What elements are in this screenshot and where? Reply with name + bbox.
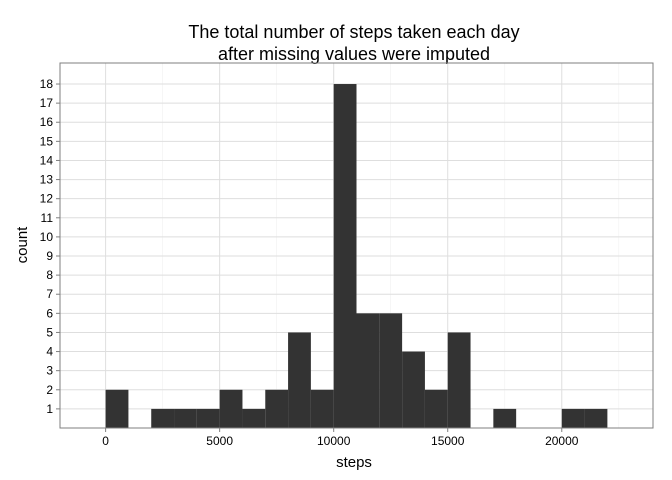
y-tick-label: 5 — [46, 325, 53, 339]
histogram-bar — [447, 332, 471, 428]
histogram-bar — [242, 408, 266, 428]
y-tick-label: 11 — [41, 211, 54, 225]
x-axis-ticks: 0 5000 10000 15000 20000 — [102, 428, 579, 448]
histogram-bar — [493, 408, 517, 428]
y-tick-label: 7 — [46, 287, 53, 301]
histogram-bars — [105, 84, 608, 429]
y-tick-label: 6 — [46, 306, 53, 320]
y-tick-label: 8 — [46, 268, 53, 282]
histogram-bar — [402, 351, 425, 428]
histogram-bar — [310, 389, 334, 428]
histogram-bar — [151, 408, 175, 428]
histogram-bar — [196, 408, 220, 428]
y-tick-label: 2 — [46, 383, 53, 397]
plot-panel-border — [59, 62, 654, 429]
x-tick-label: 15000 — [431, 434, 465, 448]
x-tick-label: 5000 — [206, 434, 233, 448]
y-tick-label: 18 — [40, 77, 54, 91]
y-tick-label: 3 — [46, 364, 53, 378]
histogram-bar — [333, 84, 357, 429]
y-tick-label: 9 — [46, 249, 53, 263]
histogram-bar — [584, 408, 608, 428]
histogram-bar — [288, 332, 311, 428]
y-tick-label: 13 — [40, 173, 54, 187]
x-tick-label: 0 — [102, 434, 109, 448]
x-tick-label: 10000 — [317, 434, 351, 448]
histogram-bar — [219, 389, 243, 428]
histogram-bar — [174, 408, 197, 428]
y-tick-label: 10 — [40, 230, 54, 244]
y-axis-title: count — [14, 226, 31, 264]
y-tick-label: 4 — [46, 345, 53, 359]
y-tick-label: 15 — [40, 134, 54, 148]
histogram-bar — [561, 408, 585, 428]
chart-title-line-1: The total number of steps taken each day — [188, 22, 519, 42]
x-tick-label: 20000 — [545, 434, 579, 448]
histogram-bar — [379, 313, 403, 428]
y-tick-label: 12 — [40, 192, 54, 206]
histogram-bar — [424, 389, 448, 428]
y-tick-label: 14 — [40, 153, 54, 167]
y-tick-label: 17 — [40, 96, 54, 110]
histogram-bar — [356, 313, 380, 428]
x-axis-title: steps — [336, 454, 372, 471]
chart-title-line-2: after missing values were imputed — [218, 44, 490, 64]
histogram-bar — [265, 389, 289, 428]
y-tick-label: 16 — [40, 115, 54, 129]
y-tick-label: 1 — [46, 402, 53, 416]
histogram-bar — [105, 389, 129, 428]
